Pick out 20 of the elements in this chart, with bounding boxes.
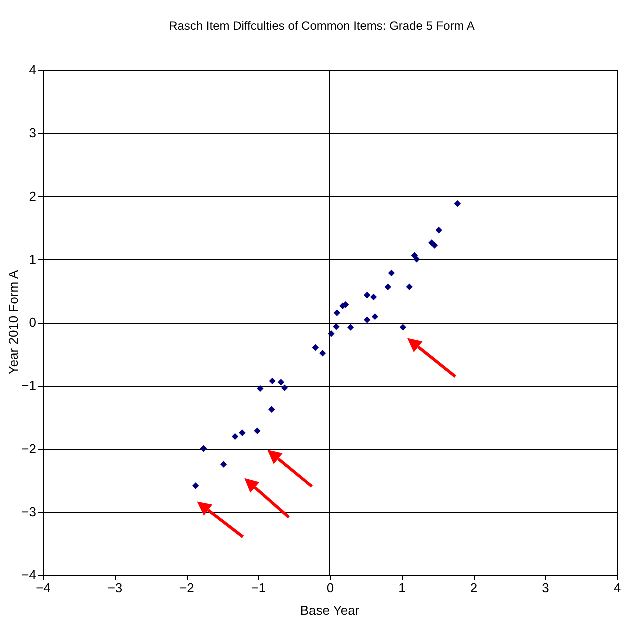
x-tick-label: 4 — [614, 580, 622, 596]
y-tick-label: −2 — [22, 441, 36, 456]
x-axis-title: Base Year — [300, 603, 360, 618]
chart-title: Rasch Item Diffculties of Common Items: Grade 5 Form A — [169, 19, 475, 33]
y-tick-label: 1 — [29, 252, 36, 267]
y-tick-label: −4 — [22, 568, 36, 582]
y-tick-label: 3 — [29, 126, 36, 141]
x-tick-label: −1 — [251, 580, 266, 596]
y-axis-title: Year 2010 Form A — [6, 270, 21, 375]
x-tick-label: −2 — [180, 580, 194, 596]
y-tick-label: −1 — [22, 378, 36, 394]
x-tick-label: 3 — [542, 580, 550, 596]
x-tick-label: 0 — [326, 580, 334, 596]
y-tick-label: 0 — [29, 315, 36, 330]
x-tick-label: 2 — [470, 580, 478, 596]
y-tick-label: −3 — [22, 504, 36, 520]
x-tick-label: 1 — [398, 580, 406, 596]
y-tick-label: 4 — [29, 62, 36, 78]
x-tick-label: −3 — [108, 580, 123, 596]
y-tick-label: 2 — [29, 188, 36, 204]
